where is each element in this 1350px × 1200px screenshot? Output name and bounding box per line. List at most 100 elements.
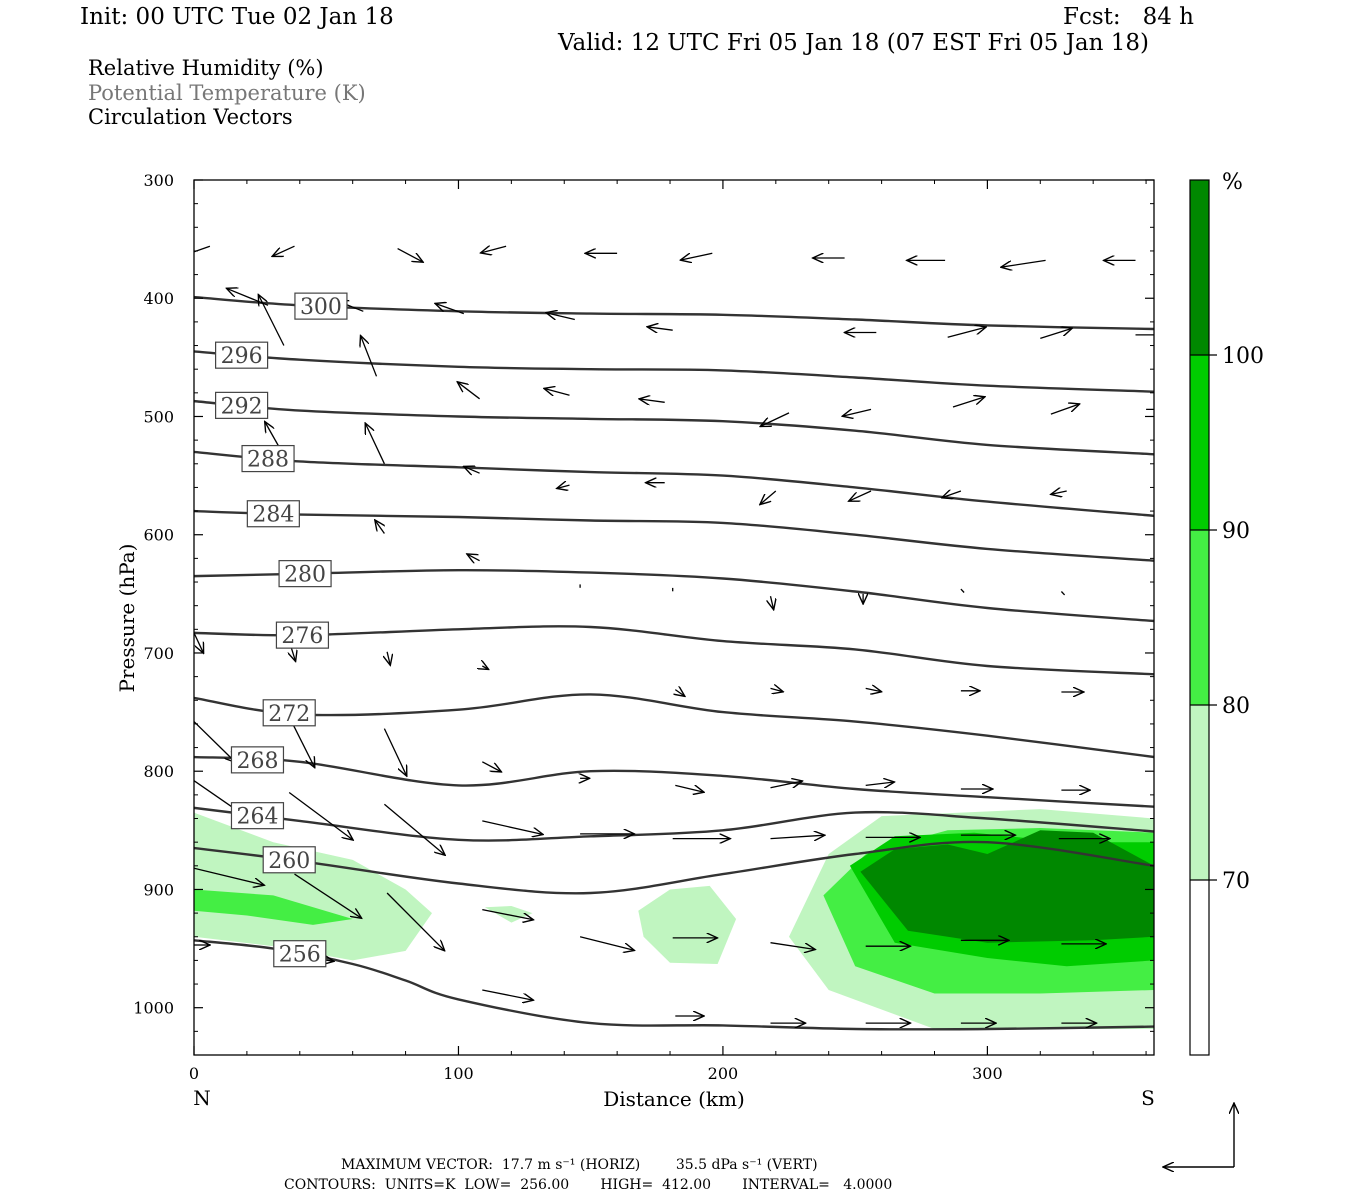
isentrope-label-box-276 (275, 621, 330, 649)
legend-theta: Potential Temperature (K) (88, 81, 366, 105)
isentrope-276 (194, 625, 1154, 676)
y-tick-label: 300 (143, 171, 174, 190)
isentrope-label-280: 280 (284, 563, 326, 588)
circulation-vector (457, 382, 480, 400)
isentrope-label-box-272 (262, 699, 316, 727)
circulation-vector (397, 248, 424, 263)
legend-rh: Relative Humidity (%) (88, 56, 324, 80)
plot-frame (193, 179, 1155, 1056)
y-tick-label: 600 (143, 526, 174, 545)
isentrope-272 (194, 693, 1154, 759)
rh-region-70-1 (638, 885, 737, 964)
circulation-vector (579, 936, 634, 951)
isentrope-268 (194, 755, 1154, 808)
isentrope-label-284: 284 (252, 503, 294, 528)
forecast-hour: Fcst: 84 h (1063, 4, 1194, 30)
y-tick-label: 400 (143, 289, 174, 308)
x-tick-label: 300 (972, 1064, 1003, 1083)
isentrope-label-264: 264 (236, 805, 278, 830)
init-time: Init: 00 UTC Tue 02 Jan 18 (80, 4, 394, 30)
circulation-vector (1001, 259, 1046, 267)
isentrope-label-box-260 (262, 846, 316, 874)
isentrope-label-300: 300 (300, 295, 342, 320)
circulation-vector (865, 782, 895, 785)
circulation-vector (960, 588, 965, 593)
valid-time: Valid: 12 UTC Fri 05 Jan 18 (07 EST Fri … (558, 30, 1149, 56)
circulation-vector (952, 397, 985, 408)
circulation-vector (482, 666, 488, 669)
circulation-vector (482, 989, 533, 1000)
circulation-vector (760, 490, 777, 505)
circulation-vector (639, 399, 665, 402)
x-tick-label: 100 (443, 1064, 474, 1083)
isentrope-label-288: 288 (247, 448, 289, 473)
circulation-vector (482, 908, 533, 920)
colorbar-band-2 (1190, 530, 1209, 705)
circulation-vector (770, 781, 803, 789)
rh-region-80-4 (194, 889, 353, 925)
circulation-vector (1060, 591, 1066, 596)
circulation-vector (365, 423, 385, 465)
circulation-vector (464, 466, 480, 473)
circulation-vector (771, 596, 774, 610)
circulation-vector (1051, 491, 1067, 494)
isentrope-label-box-284 (246, 500, 300, 528)
isentrope-label-292: 292 (221, 394, 263, 419)
circulation-vector (194, 867, 264, 885)
circulation-vector (482, 820, 543, 835)
circulation-vector (842, 408, 872, 416)
y-tick-label: 700 (143, 644, 174, 663)
south-label: S (1141, 1086, 1155, 1110)
isentrope-label-296: 296 (221, 344, 263, 369)
circulation-vector (383, 803, 445, 855)
circulation-vector (481, 761, 501, 772)
circulation-vector (481, 246, 507, 253)
x-axis-title: Distance (km) (603, 1087, 745, 1111)
circulation-vector (675, 690, 685, 697)
isentrope-label-276: 276 (281, 624, 323, 649)
colorbar-label-100: 100 (1222, 344, 1264, 369)
isentrope-label-256: 256 (279, 943, 321, 968)
circulation-vector (361, 336, 378, 377)
circulation-vector (546, 313, 575, 321)
circulation-vector (294, 873, 362, 918)
colorbar-label-90: 90 (1222, 519, 1250, 544)
y-axis-title: Pressure (hPa) (115, 544, 139, 693)
circulation-vector (865, 688, 882, 691)
colorbar-unit: % (1222, 170, 1243, 195)
colorbar-band-4 (1190, 180, 1209, 355)
circulation-vector (557, 485, 570, 488)
circulation-vector (387, 651, 390, 666)
isentrope-label-box-264 (230, 802, 285, 830)
isentrope-label-268: 268 (236, 749, 278, 774)
circulation-vector (383, 728, 406, 777)
circulation-vector (194, 721, 236, 763)
colorbar-band-1 (1190, 705, 1209, 880)
isentrope-label-box-296 (215, 341, 269, 369)
isentrope-label-272: 272 (268, 702, 310, 727)
isentrope-264 (194, 806, 1154, 842)
isentrope-280 (194, 568, 1154, 623)
y-tick-label: 900 (143, 880, 174, 899)
y-tick-label: 800 (143, 762, 174, 781)
isentrope-label-box-280 (278, 560, 332, 588)
circulation-vector (760, 412, 790, 427)
circulation-vector (467, 554, 480, 561)
rh-region-100-7 (860, 830, 1154, 943)
circulation-vector (849, 490, 872, 501)
isentrope-label-box-300 (294, 292, 348, 320)
circulation-vector (947, 327, 986, 338)
isentrope-label-box-256 (273, 940, 327, 968)
circulation-vector (675, 784, 704, 792)
max-vector-note: MAXIMUM VECTOR: 17.7 m s⁻¹ (HORIZ) 35.5 … (341, 1157, 818, 1173)
isentrope-label-box-288 (241, 444, 295, 473)
reference-vector-key (1163, 1103, 1234, 1167)
circulation-vector (770, 688, 784, 691)
isentrope-292 (194, 399, 1154, 456)
circulation-vector (194, 632, 204, 653)
y-tick-label: 1000 (133, 999, 174, 1018)
circulation-vector (770, 942, 816, 950)
isentrope-label-box-292 (215, 391, 269, 419)
x-tick-label: 0 (189, 1064, 199, 1083)
